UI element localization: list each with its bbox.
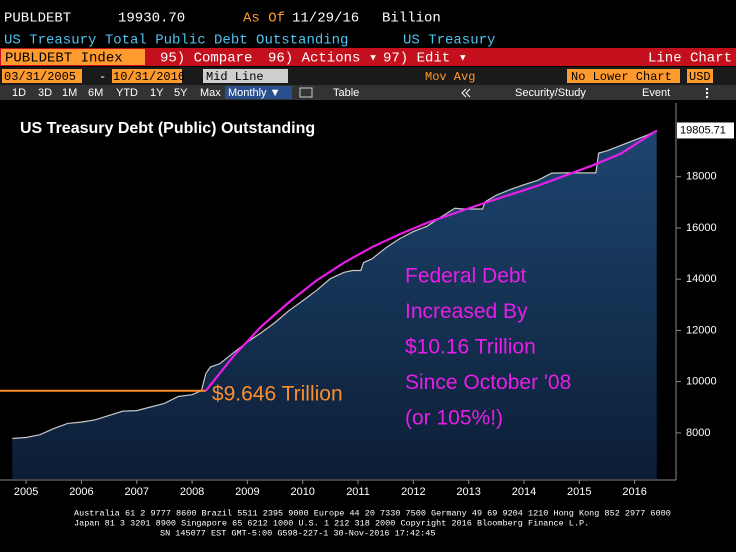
range-button[interactable]: YTD — [116, 87, 138, 99]
start-date[interactable]: 03/31/2005 — [4, 70, 76, 84]
y-tick-label: 18000 — [686, 171, 717, 183]
input-box[interactable] — [2, 69, 82, 83]
y-tick-label: 8000 — [686, 427, 710, 439]
controls: 03/31/2005 - 10/31/2016 Mid Line Mov Avg… — [4, 70, 711, 84]
controls-bar — [0, 67, 736, 85]
annotation: Federal Debt — [405, 265, 527, 288]
line-mode[interactable]: Mid Line — [206, 70, 264, 84]
x-tick-label: 2013 — [456, 486, 480, 498]
menu-item[interactable]: 96) Actions ▾ — [268, 51, 377, 67]
x-tick-label: 2016 — [622, 486, 646, 498]
ticker-box[interactable] — [1, 49, 145, 65]
dash: - — [99, 70, 106, 84]
description: US Treasury Total Public Debt Outstandin… — [4, 33, 348, 49]
x-tick-label: 2010 — [290, 486, 314, 498]
y-tick-label: 16000 — [686, 222, 717, 234]
footer: Australia 61 2 9777 8600 Brazil 5511 239… — [74, 508, 671, 538]
date: 11/29/16 — [292, 11, 359, 27]
trend-line — [205, 129, 658, 392]
event-button[interactable]: Event — [642, 87, 670, 99]
ticker[interactable]: PUBLDEBT Index — [5, 51, 123, 67]
y-tick-label: 12000 — [686, 324, 717, 336]
range-button[interactable]: 1Y — [150, 87, 164, 99]
y-tick-label: 10000 — [686, 376, 717, 388]
study-button[interactable]: Security/Study — [515, 87, 586, 99]
footer-line: Japan 81 3 3201 8900 Singapore 65 6212 1… — [74, 518, 589, 528]
more-icon[interactable] — [705, 95, 709, 99]
area — [12, 130, 657, 480]
end-date[interactable]: 10/31/2016 — [113, 70, 185, 84]
more-icon[interactable] — [705, 87, 709, 91]
menu-item[interactable]: 97) Edit ▾ — [383, 51, 467, 67]
footer-line: SN 145077 EST GMT-5:00 G598-227-1 30-Nov… — [160, 528, 435, 538]
range-button[interactable]: 1M — [62, 87, 77, 99]
annotation: (or 105%!) — [405, 407, 503, 430]
period-box[interactable] — [225, 86, 292, 99]
back-icon[interactable] — [461, 88, 467, 98]
menu-bar — [0, 48, 736, 66]
header: PUBLDEBT 19930.70 As Of 11/29/16 Billion… — [4, 11, 495, 49]
annotation: Increased By — [405, 300, 528, 323]
table-button[interactable]: Table — [333, 87, 359, 99]
unit: Billion — [382, 11, 441, 27]
x-tick-label: 2015 — [567, 486, 591, 498]
period[interactable]: Monthly ▼ — [228, 87, 280, 99]
x-tick-label: 2006 — [69, 486, 93, 498]
back-icon[interactable] — [465, 88, 471, 98]
x-tick-label: 2014 — [512, 486, 536, 498]
select-box[interactable] — [567, 69, 680, 83]
chart: US Treasury Debt (Public) Outstanding 80… — [0, 103, 734, 498]
mov-avg[interactable]: Mov Avg — [425, 70, 475, 84]
footer-line: Australia 61 2 9777 8600 Brazil 5511 239… — [74, 508, 671, 518]
lower-chart[interactable]: No Lower Chart — [571, 70, 672, 84]
source: US Treasury — [403, 33, 495, 49]
x-tick-label: 2007 — [125, 486, 149, 498]
toolbar — [0, 85, 736, 100]
menu-item[interactable]: 95) Compare — [160, 51, 252, 67]
input-box[interactable] — [112, 69, 182, 83]
toolbar-items: Monthly ▼ Table Security/Study Event 1D 3… — [12, 87, 709, 99]
range-button[interactable]: 5Y — [174, 87, 188, 99]
chart-icon[interactable] — [299, 87, 313, 98]
range-button[interactable]: 1D — [12, 87, 26, 99]
menu: PUBLDEBT Index 95) Compare 96) Actions ▾… — [5, 51, 732, 67]
symbol: PUBLDEBT — [4, 11, 71, 27]
x-tick-label: 2011 — [346, 486, 370, 498]
last-value-box — [677, 122, 734, 139]
currency[interactable]: USD — [689, 70, 711, 84]
last-value: 19930.70 — [118, 11, 185, 27]
last-value-label: 19805.71 — [680, 124, 726, 136]
x-tick-label: 2008 — [180, 486, 204, 498]
chart-title: US Treasury Debt (Public) Outstanding — [20, 120, 315, 137]
select-box[interactable] — [203, 69, 288, 83]
x-tick-label: 2005 — [14, 486, 38, 498]
range-button[interactable]: Max — [200, 87, 221, 99]
select-box[interactable] — [687, 69, 713, 83]
annotation: $10.16 Trillion — [405, 336, 536, 359]
x-tick-label: 2009 — [235, 486, 259, 498]
y-tick-label: 14000 — [686, 273, 717, 285]
annotation: $9.646 Trillion — [212, 382, 343, 405]
as-of: As Of — [243, 11, 285, 27]
chart-type[interactable]: Line Chart — [648, 51, 732, 67]
range-button[interactable]: 6M — [88, 87, 103, 99]
x-tick-label: 2012 — [401, 486, 425, 498]
more-icon[interactable] — [705, 91, 709, 95]
range-button[interactable]: 3D — [38, 87, 52, 99]
annotation: Since October '08 — [405, 371, 571, 394]
line — [12, 129, 658, 440]
